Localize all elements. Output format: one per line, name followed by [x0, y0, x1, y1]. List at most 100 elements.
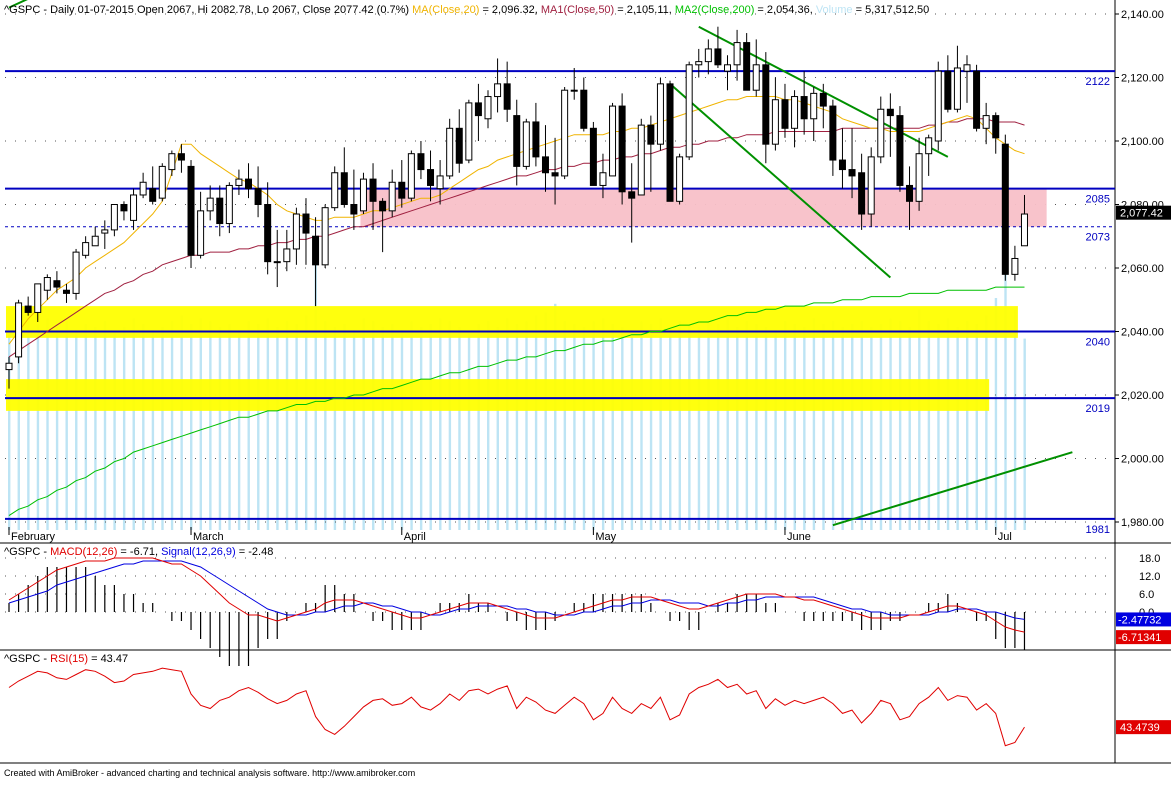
volume-bar: [477, 324, 480, 530]
volume-bar: [697, 327, 701, 530]
macd-title-part: Signal(12,26,9): [161, 546, 236, 558]
volume-bar: [429, 324, 432, 530]
y-tick-label: 2,120.00: [1121, 73, 1164, 85]
x-tick-label: May: [595, 531, 616, 543]
price-title: ^GSPC - Daily 01-07-2015 Open 2067, Hi 2…: [4, 4, 929, 16]
candle: [407, 153, 415, 199]
volume-bar: [956, 327, 959, 530]
candle: [446, 127, 454, 177]
candle: [62, 289, 70, 294]
volume-bar: [544, 312, 547, 530]
volume-bar: [75, 329, 78, 530]
volume-bar: [515, 324, 519, 530]
volume-bar: [94, 327, 97, 530]
volume-bar: [439, 318, 442, 530]
candle: [417, 153, 425, 171]
price-title-part: ^GSPC - Daily 01-07-2015 Open 2067, Hi 2…: [4, 4, 412, 16]
macd-tag-label: -6.71341: [1118, 632, 1161, 644]
candle: [551, 172, 559, 177]
volume-bar: [46, 318, 49, 530]
volume-bar: [534, 315, 538, 530]
candle: [724, 64, 731, 72]
volume-bar: [889, 318, 892, 530]
volume-bar: [142, 324, 145, 530]
candle: [474, 102, 482, 117]
candle: [944, 70, 952, 110]
volume-bar: [803, 327, 806, 530]
candle: [340, 172, 348, 205]
price-title-part: MA2(Close,200): [675, 4, 754, 16]
macd-title-part: = -2.48: [236, 546, 274, 558]
volume-bar: [228, 324, 231, 530]
candle: [628, 191, 636, 199]
candle: [953, 67, 961, 110]
macd-tick-label: 6.0: [1139, 589, 1154, 601]
volume-bar: [458, 327, 461, 530]
zone-yellow: [6, 379, 990, 411]
candle: [130, 194, 138, 221]
macd-line: [8, 557, 1025, 633]
hline-label-2085: 2085: [1086, 194, 1110, 206]
candle: [791, 96, 799, 129]
candle: [637, 124, 645, 196]
volume-bar: [506, 318, 509, 530]
candle: [982, 115, 990, 129]
candle: [82, 242, 90, 256]
last-price-tag: [1116, 205, 1171, 220]
candle: [216, 197, 224, 225]
hline-label-2122: 2122: [1086, 76, 1110, 88]
candle: [858, 172, 866, 215]
signal-line: [8, 560, 1025, 620]
y-tick-label: 2,040.00: [1121, 327, 1164, 339]
volume-bar: [1004, 242, 1007, 530]
candle: [714, 48, 722, 66]
volume-bar: [257, 324, 260, 530]
volume-bar: [630, 329, 634, 530]
candle: [225, 184, 233, 225]
volume-bar: [745, 321, 749, 530]
candle: [762, 64, 770, 145]
candle: [704, 48, 712, 63]
candle: [359, 178, 367, 212]
volume-bar: [726, 318, 729, 530]
candle: [436, 175, 444, 190]
rsi-title: ^GSPC - RSI(15) = 43.47: [4, 653, 128, 665]
volume-bar: [190, 324, 193, 530]
macd-title-part: MACD(12,26): [50, 546, 117, 558]
candle: [925, 137, 933, 155]
y-tick-label: 2,100.00: [1121, 136, 1164, 148]
hline-label-2040: 2040: [1086, 337, 1110, 349]
candle: [484, 96, 492, 120]
candle: [599, 172, 607, 186]
volume-bar: [649, 324, 653, 530]
volume-bar: [640, 321, 643, 530]
candle: [829, 105, 837, 161]
volume-bar: [36, 324, 40, 530]
macd-tick-label: 18.0: [1139, 553, 1160, 565]
candle: [34, 283, 42, 313]
y-tick-label: 2,140.00: [1121, 9, 1164, 21]
volume-bar: [898, 321, 902, 530]
candle: [292, 213, 300, 250]
hline-label-2019: 2019: [1086, 403, 1110, 415]
volume-bar: [870, 327, 873, 530]
candle: [666, 83, 674, 202]
volume-bar: [84, 324, 88, 530]
volume-bar: [994, 298, 998, 530]
volume-bar: [170, 321, 174, 530]
candle: [877, 108, 885, 158]
candle: [609, 105, 617, 177]
volume-bar: [937, 324, 940, 530]
trendline: [8, 0, 28, 9]
volume-bar: [707, 321, 710, 530]
volume-bar: [592, 321, 595, 530]
volume-bar: [410, 321, 413, 530]
volume-bar: [132, 318, 135, 530]
volume-bar: [285, 321, 289, 530]
candle: [896, 115, 904, 186]
volume-bar: [525, 321, 528, 530]
volume-bar: [764, 327, 768, 530]
volume-bar: [582, 327, 586, 530]
candle: [618, 105, 626, 193]
